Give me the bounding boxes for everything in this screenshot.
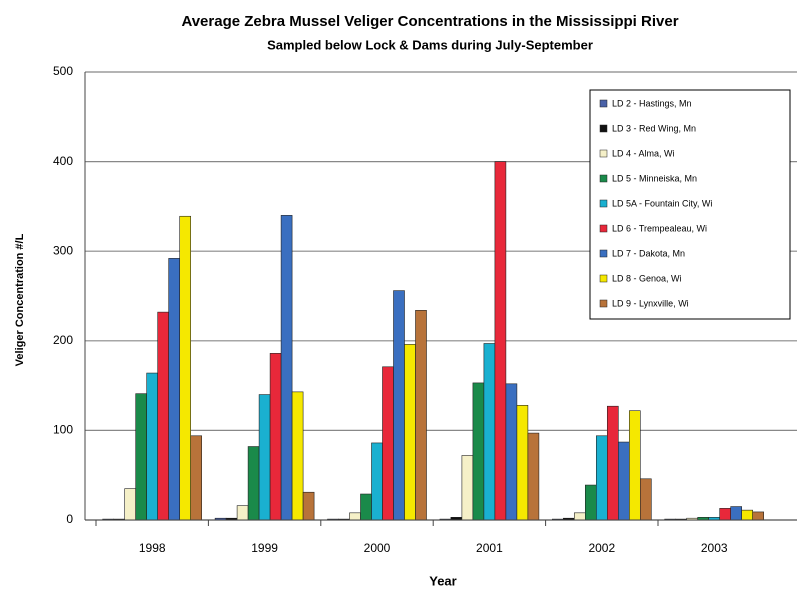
bar <box>483 343 496 521</box>
legend-label: LD 6 - Trempealeau, Wi <box>612 223 707 233</box>
bar <box>494 161 507 521</box>
y-tick-label: 0 <box>66 512 73 526</box>
bar <box>168 258 180 521</box>
chart-title: Average Zebra Mussel Veliger Concentrati… <box>181 13 678 30</box>
x-tick-label: 2000 <box>364 541 391 555</box>
bar <box>719 508 732 521</box>
bar <box>527 432 540 521</box>
y-axis-label: Veliger Concentration #/L <box>14 233 26 366</box>
x-tick-label: 2002 <box>588 541 615 555</box>
legend-swatch <box>599 274 608 283</box>
y-tick-label: 400 <box>53 154 73 168</box>
bar <box>393 290 405 521</box>
legend-label: LD 9 - Lynxville, Wi <box>612 298 689 308</box>
bar <box>404 344 416 521</box>
legend-swatch <box>599 149 608 158</box>
bar <box>146 372 158 521</box>
bar <box>291 391 304 521</box>
legend-label: LD 7 - Dakota, Mn <box>612 248 685 258</box>
x-axis-label: Year <box>429 573 456 588</box>
bar <box>382 366 394 521</box>
bar <box>472 382 485 521</box>
bar <box>258 394 271 521</box>
bar <box>639 478 652 521</box>
bar <box>302 491 315 521</box>
legend-label: LD 8 - Genoa, Wi <box>612 273 682 283</box>
bar <box>371 442 383 521</box>
legend-swatch <box>599 249 608 258</box>
bar <box>360 493 372 521</box>
bar <box>247 446 260 521</box>
legend-swatch <box>599 299 608 308</box>
bar <box>349 512 361 521</box>
legend-swatch <box>599 124 608 133</box>
y-tick-label: 500 <box>53 64 73 78</box>
bar <box>190 435 202 521</box>
legend-box <box>589 89 791 320</box>
x-tick-label: 2001 <box>476 541 503 555</box>
bar <box>741 509 754 521</box>
y-tick-label: 300 <box>53 243 73 257</box>
legend-label: LD 2 - Hastings, Mn <box>612 98 692 108</box>
bar <box>157 311 169 521</box>
legend-label: LD 5A - Fountain City, Wi <box>612 198 712 208</box>
y-tick-label: 200 <box>53 333 73 347</box>
bar <box>135 393 147 521</box>
chart-subtitle: Sampled below Lock & Dams during July-Se… <box>267 37 593 52</box>
bar <box>573 512 586 521</box>
legend-swatch <box>599 199 608 208</box>
bar <box>516 405 529 521</box>
legend-swatch <box>599 174 608 183</box>
y-tick-label: 100 <box>53 423 73 437</box>
bar <box>124 488 136 521</box>
x-tick-label: 2003 <box>701 541 728 555</box>
bar <box>628 410 641 521</box>
bar <box>584 484 597 521</box>
legend-label: LD 5 - Minneiska, Mn <box>612 173 697 183</box>
bar <box>595 435 608 521</box>
bar <box>179 215 191 521</box>
legend-label: LD 3 - Red Wing, Mn <box>612 123 696 133</box>
bar <box>236 505 249 521</box>
bar <box>730 506 743 521</box>
bar <box>617 441 630 521</box>
legend-swatch <box>599 224 608 233</box>
legend-swatch <box>599 99 608 108</box>
x-tick-label: 1998 <box>139 541 166 555</box>
legend-label: LD 4 - Alma, Wi <box>612 148 675 158</box>
x-tick-label: 1999 <box>251 541 278 555</box>
bar <box>461 455 474 521</box>
bar <box>505 383 518 521</box>
bar <box>606 405 619 521</box>
bar <box>269 353 282 521</box>
bar <box>415 310 427 521</box>
bar <box>752 511 765 521</box>
bar <box>280 215 293 521</box>
